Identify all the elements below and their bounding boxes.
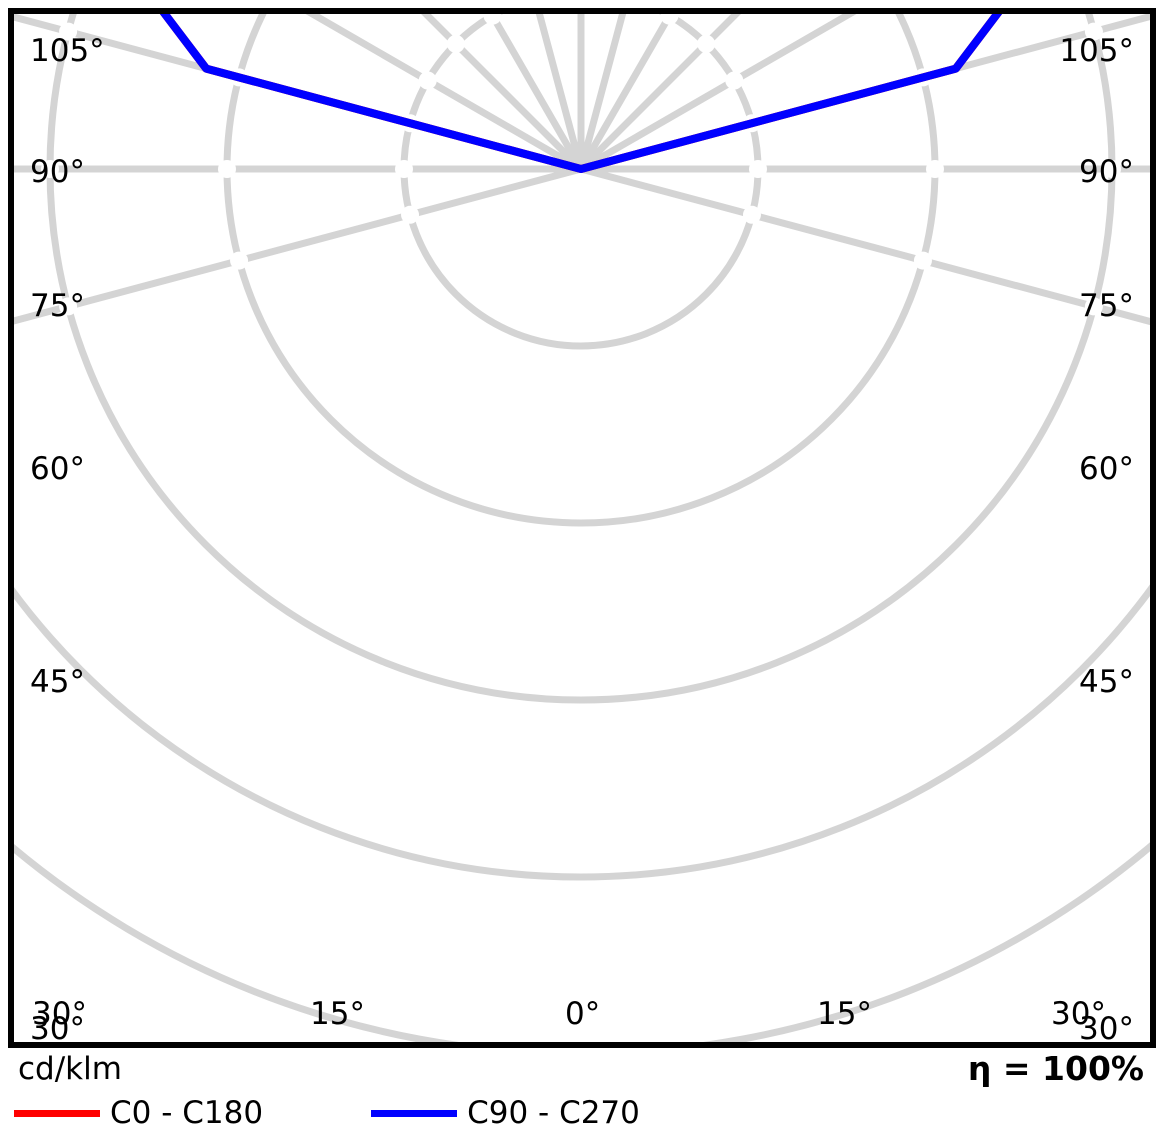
grid-gap	[742, 205, 761, 224]
grid-gap	[483, 14, 502, 25]
grid-gap	[41, 160, 59, 178]
legend-label: C90 - C270	[467, 1095, 640, 1131]
axis-tick-label: 90°	[30, 154, 85, 190]
legend-entry: C0 - C180	[14, 1098, 263, 1129]
grid-gap	[418, 71, 437, 90]
legend-label: C0 - C180	[110, 1095, 264, 1131]
grid-spoke	[580, 165, 1150, 326]
grid-ring	[14, 584, 1150, 881]
axis-tick-label: 15°	[817, 996, 872, 1032]
axis-tick-label: 30°	[30, 1011, 85, 1047]
grid-gap	[401, 205, 420, 224]
unit-label: cd/klm	[18, 1051, 122, 1087]
grid-gap	[749, 160, 767, 178]
grid-spoke	[579, 14, 857, 173]
axis-tick-label: 60°	[30, 451, 85, 487]
grid-gap	[230, 251, 249, 270]
chart-footer: cd/klm η = 100% C0 - C180 C90 - C270	[0, 1048, 1164, 1143]
grid-gap	[697, 34, 716, 53]
legend-color-swatch	[371, 1110, 458, 1117]
axis-tick-label: 30°	[32, 996, 87, 1032]
axis-tick-label: 75°	[30, 288, 85, 324]
grid-gap	[218, 160, 236, 178]
grid-gap	[926, 160, 944, 178]
grid-gap	[1103, 160, 1121, 178]
polar-plot-frame: 105° 90° 75° 60° 45° 30° 105° 90° 75° 60° 45° 30° …	[8, 8, 1156, 1048]
axis-tick-label: 15°	[310, 996, 365, 1032]
grid-gap	[59, 297, 78, 316]
axis-tick-label: 45°	[30, 664, 85, 700]
grid-spoke	[305, 14, 583, 173]
axis-tick-label: 60°	[1079, 451, 1134, 487]
axis-tick-label: 75°	[1079, 288, 1134, 324]
axis-tick-label: 45°	[1079, 664, 1134, 700]
grid-gap	[1084, 297, 1103, 316]
axis-tick-label: 105°	[1059, 33, 1134, 69]
grid-gap	[660, 14, 679, 25]
axis-tick-label: 30°	[1079, 1011, 1134, 1047]
grid-gap	[913, 251, 932, 270]
legend-entry: C90 - C270	[371, 1098, 640, 1129]
axis-tick-label: 105°	[30, 33, 105, 69]
grid-spoke	[421, 14, 584, 172]
efficiency-label: η = 100%	[967, 1049, 1144, 1088]
grid-gap	[446, 34, 465, 53]
grid-gap	[395, 160, 413, 178]
polar-grid-and-curves	[14, 14, 1150, 1042]
grid-spoke	[578, 14, 741, 172]
axis-tick-label: 90°	[1079, 154, 1134, 190]
axis-tick-label: 30°	[1051, 996, 1106, 1032]
axis-tick-label: 0°	[565, 996, 601, 1032]
grid-spoke	[14, 165, 582, 325]
grid-gap	[59, 22, 78, 41]
chart-legend: C0 - C180 C90 - C270	[14, 1098, 640, 1129]
grid-gap	[1084, 22, 1103, 41]
grid-gap	[725, 71, 744, 90]
legend-color-swatch	[14, 1110, 100, 1117]
